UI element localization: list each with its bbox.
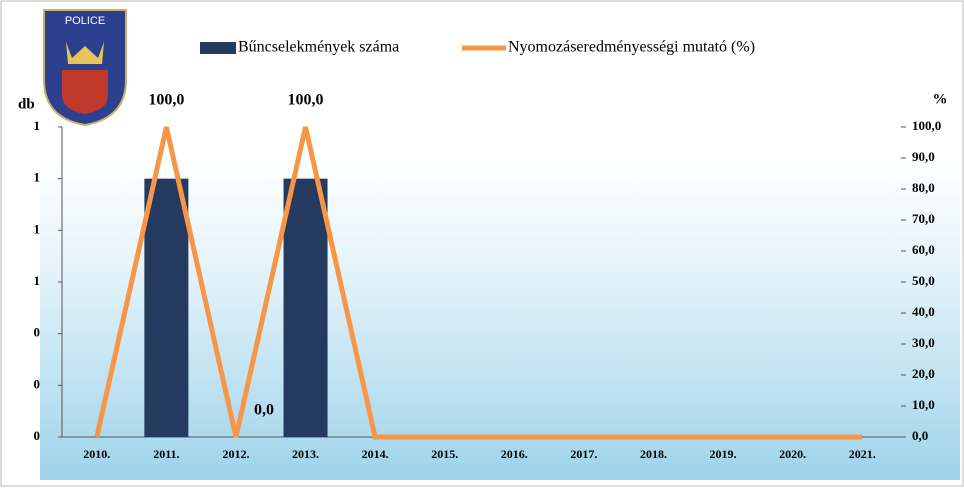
- x-tick-label: 2019.: [710, 447, 737, 461]
- chart: POLICE db % 00011110,010,020,030,040,050…: [0, 0, 964, 487]
- y2-tick-label: 60,0: [912, 242, 935, 257]
- x-tick-label: 2012.: [222, 447, 249, 461]
- data-label: 100,0: [288, 92, 324, 109]
- y2-tick-label: 40,0: [912, 304, 935, 319]
- x-tick-label: 2016.: [501, 447, 528, 461]
- y-tick-label: 1: [34, 221, 41, 236]
- y2-tick-label: 30,0: [912, 335, 935, 350]
- data-label: 100,0: [148, 92, 184, 109]
- y2-axis-title: %: [933, 91, 948, 107]
- x-tick-label: 2014.: [362, 447, 389, 461]
- legend-label: Bűncselekmények száma: [238, 39, 399, 56]
- logo: POLICE: [44, 10, 126, 125]
- y2-tick-label: 70,0: [912, 211, 935, 226]
- y2-tick-label: 20,0: [912, 366, 935, 381]
- logo-crest: [62, 70, 108, 114]
- y-tick-label: 1: [34, 118, 41, 133]
- y2-tick-label: 50,0: [912, 273, 935, 288]
- x-tick-label: 2020.: [779, 447, 806, 461]
- x-tick-label: 2013.: [292, 447, 319, 461]
- y2-tick-label: 100,0: [912, 118, 941, 133]
- x-tick-label: 2015.: [431, 447, 458, 461]
- y2-tick-label: 80,0: [912, 180, 935, 195]
- data-label: 0,0: [254, 402, 274, 419]
- y-tick-label: 1: [34, 273, 41, 288]
- logo-text: POLICE: [65, 15, 105, 27]
- x-tick-label: 2010.: [83, 447, 110, 461]
- x-tick-label: 2011.: [153, 447, 179, 461]
- bar: [284, 179, 328, 437]
- y2-tick-label: 0,0: [912, 428, 928, 443]
- y-tick-label: 0: [34, 325, 41, 340]
- x-tick-label: 2018.: [640, 447, 667, 461]
- y-tick-label: 0: [34, 376, 41, 391]
- x-tick-label: 2017.: [570, 447, 597, 461]
- y-tick-label: 0: [34, 428, 41, 443]
- y2-tick-label: 90,0: [912, 149, 935, 164]
- y-tick-label: 1: [34, 170, 41, 185]
- y2-tick-label: 10,0: [912, 397, 935, 412]
- bar: [144, 179, 188, 437]
- y-axis-title: db: [18, 96, 35, 112]
- legend-label: Nyomozáseredményességi mutató (%): [508, 39, 755, 56]
- x-tick-label: 2021.: [849, 447, 876, 461]
- legend-swatch: [200, 42, 236, 54]
